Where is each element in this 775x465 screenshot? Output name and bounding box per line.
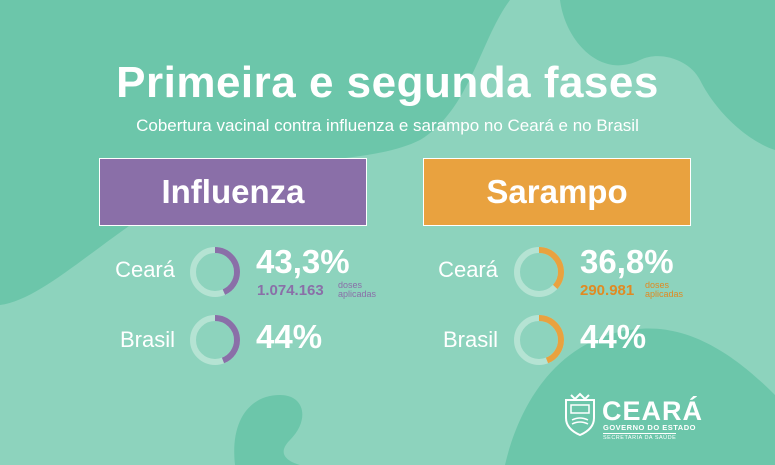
influenza-ceara-percent: 43,3%: [256, 243, 350, 280]
sarampo-ceara-ring: [514, 247, 564, 297]
influenza-ceara-doses: 1.074.163: [257, 282, 324, 299]
sarampo-brasil-ring: [514, 315, 564, 365]
influenza-ceara-ring: [190, 247, 240, 297]
sarampo-banner: Sarampo: [423, 158, 691, 226]
influenza-brasil-percent: 44%: [256, 318, 323, 355]
sarampo-ceara-doses-label: doses aplicadas: [645, 280, 684, 299]
sarampo-ceara-doses: 290.981: [580, 282, 635, 299]
logo-department: SECRETARIA DA SAÚDE: [603, 433, 677, 441]
sarampo-brasil-percent: 44%: [580, 318, 647, 355]
sarampo-brasil-label: Brasil: [442, 327, 498, 352]
logo-name: CEARÁ: [602, 396, 704, 426]
ceara-coat-of-arms-icon: [565, 392, 595, 436]
sarampo-ceara-label: Ceará: [438, 257, 498, 282]
page-title: Primeira e segunda fases: [116, 58, 659, 107]
logo-subtitle: GOVERNO DO ESTADO: [603, 423, 696, 432]
influenza-banner: Influenza: [99, 158, 367, 226]
page-subtitle: Cobertura vacinal contra influenza e sar…: [136, 116, 639, 135]
influenza-ceara-doses-label: doses aplicadas: [338, 280, 377, 299]
sarampo-ceara-percent: 36,8%: [580, 243, 674, 280]
influenza-ceara-label: Ceará: [115, 257, 175, 282]
influenza-brasil-ring: [190, 315, 240, 365]
influenza-brasil-label: Brasil: [119, 327, 175, 352]
